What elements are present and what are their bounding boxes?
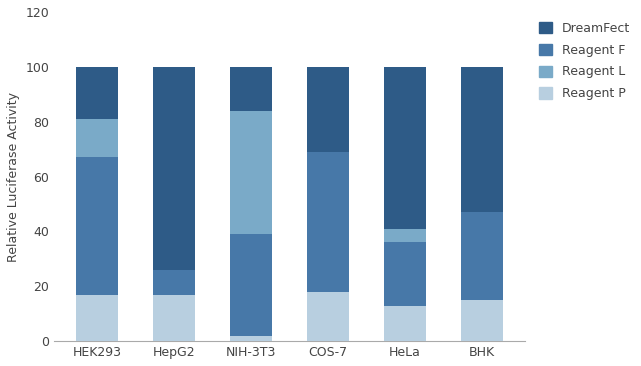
Bar [229, 111, 272, 341]
Bar [229, 336, 272, 341]
Bar [229, 67, 272, 341]
Bar [153, 295, 195, 341]
Bar [76, 67, 118, 341]
Bar [307, 67, 349, 341]
Bar [461, 300, 503, 341]
Bar [384, 67, 426, 341]
Bar [384, 242, 426, 341]
Bar [229, 234, 272, 341]
Bar [76, 295, 118, 341]
Bar [384, 229, 426, 341]
Bar [307, 292, 349, 341]
Bar [307, 215, 349, 341]
Bar [76, 119, 118, 341]
Bar [153, 295, 195, 341]
Y-axis label: Relative Luciferase Activity: Relative Luciferase Activity [7, 92, 20, 262]
Bar [307, 152, 349, 341]
Bar [461, 212, 503, 341]
Bar [153, 270, 195, 341]
Bar [76, 157, 118, 341]
Bar [461, 281, 503, 341]
Bar [153, 67, 195, 341]
Bar [461, 67, 503, 341]
Legend: DreamFect, Reagent F, Reagent L, Reagent P: DreamFect, Reagent F, Reagent L, Reagent… [535, 18, 634, 104]
Bar [384, 306, 426, 341]
